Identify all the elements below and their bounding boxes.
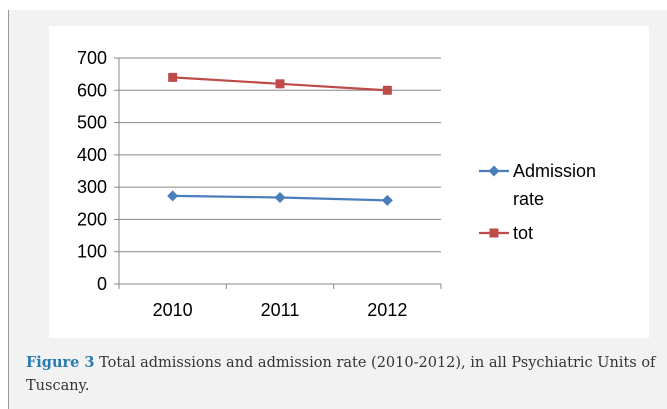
figure-caption-text: Total admissions and admission rate (201… [26,355,656,394]
series-layer [167,72,393,206]
data-point [274,191,286,203]
legend-label: Admission rate [513,161,596,209]
figure-caption: Figure 3 Total admissions and admission … [26,351,664,398]
chart-canvas: 0 100 200 300 400 500 600 700 2010 2011 2012 Admis… [77,48,596,320]
line-chart: 0 100 200 300 400 500 600 700 2010 2011 2012 Admis… [49,26,649,338]
y-tick-label: 200 [77,209,107,229]
data-point [382,85,392,95]
y-tick-label: 600 [77,80,107,100]
y-tick-label: 0 [97,274,107,294]
legend-marker [488,165,500,177]
axes: 0 100 200 300 400 500 600 700 2010 2011 2012 [77,48,442,320]
grid-lines [119,57,441,253]
figure-panel: 0 100 200 300 400 500 600 700 2010 2011 2012 Admis… [8,10,667,409]
data-point [168,72,178,82]
data-point [381,194,393,206]
series-admission-rate [167,190,393,206]
legend-entry: Admission rate [479,161,596,209]
x-tick-label: 2011 [261,300,300,320]
legend-label: tot [513,223,533,243]
y-tick-label: 400 [77,145,107,165]
x-tick-label: 2010 [153,300,193,320]
legend-marker [489,228,499,238]
x-tick-label: 2012 [367,300,407,320]
y-tick-label: 700 [77,48,107,68]
legend: Admission rate tot [479,161,596,243]
series-tot [168,72,392,95]
data-point [167,190,179,202]
figure-label: Figure 3 [26,354,95,371]
data-point [275,79,285,89]
y-tick-label: 100 [77,242,107,262]
legend-entry: tot [479,223,533,243]
y-tick-label: 300 [77,177,107,197]
y-tick-label: 500 [77,113,107,133]
